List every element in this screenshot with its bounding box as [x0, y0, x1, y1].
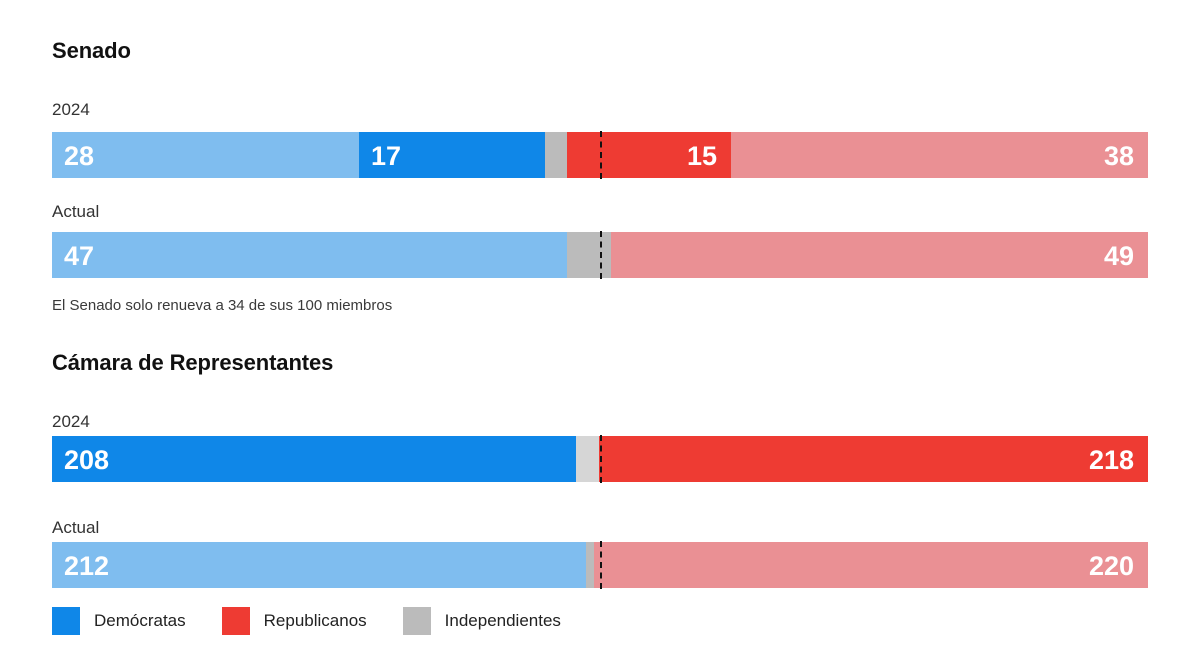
senate-actual-value-0: 47 [64, 240, 95, 271]
legend-label-1: Republicanos [263, 611, 367, 630]
legend: Demócratas Republicanos Independientes [52, 607, 597, 635]
senate-2024-value-0: 28 [64, 140, 95, 171]
senate-2024-segment-demcratas-0: 28 [52, 132, 359, 178]
house-actual-segment-republicanos-2: 220 [594, 542, 1148, 588]
house-row-2024-label: 2024 [52, 412, 90, 431]
legend-label-0: Demócratas [94, 611, 186, 630]
house-actual-value-2: 220 [1088, 550, 1134, 581]
senate-bar-2024: 28 17 15 38 [52, 131, 1148, 179]
senate-2024-segment-republicanos-4: 38 [731, 132, 1148, 178]
senate-row-actual-label: Actual [52, 202, 100, 221]
senate-2024-value-4: 38 [1103, 140, 1134, 171]
house-2024-segment-independientes-1 [576, 436, 599, 482]
legend-item-0: Demócratas [52, 607, 186, 635]
house-actual-segment-independientes-1 [586, 542, 594, 588]
senate-actual-value-2: 49 [1103, 240, 1134, 271]
senate-2024-value-1: 17 [371, 140, 402, 171]
house-actual-segment-demcratas-0: 212 [52, 542, 586, 588]
senate-2024-segment-independientes-2 [545, 132, 567, 178]
legend-item-1: Republicanos [221, 607, 367, 635]
house-row-actual-label: Actual [52, 518, 100, 537]
house-bar-2024: 208 218 [52, 435, 1148, 483]
senate-actual-segment-independientes-1 [567, 232, 611, 278]
house-2024-segment-republicanos-2: 218 [599, 436, 1148, 482]
senate-row-2024-label: 2024 [52, 100, 90, 119]
legend-swatch-republicans [221, 607, 250, 635]
senate-2024-segment-demcratas-1: 17 [359, 132, 545, 178]
senate-actual-segment-republicanos-2: 49 [611, 232, 1148, 278]
senate-note: El Senado solo renueva a 34 de sus 100 m… [52, 297, 393, 314]
house-2024-value-0: 208 [64, 444, 110, 475]
senate-section-title: Senado [52, 38, 131, 63]
house-section-title: Cámara de Representantes [52, 350, 334, 375]
legend-item-2: Independientes [402, 607, 561, 635]
house-bar-actual: 212 220 [52, 541, 1148, 589]
legend-swatch-democrats [52, 607, 80, 635]
senate-actual-segment-demcratas-0: 47 [52, 232, 567, 278]
senate-2024-segment-republicanos-3: 15 [567, 132, 731, 178]
house-actual-value-0: 212 [64, 550, 110, 581]
legend-swatch-independents [402, 607, 431, 635]
house-2024-value-2: 218 [1088, 444, 1134, 475]
senate-bar-actual: 47 49 [52, 231, 1148, 279]
senate-2024-value-3: 15 [686, 140, 717, 171]
legend-label-2: Independientes [444, 611, 561, 630]
house-2024-segment-demcratas-0: 208 [52, 436, 576, 482]
